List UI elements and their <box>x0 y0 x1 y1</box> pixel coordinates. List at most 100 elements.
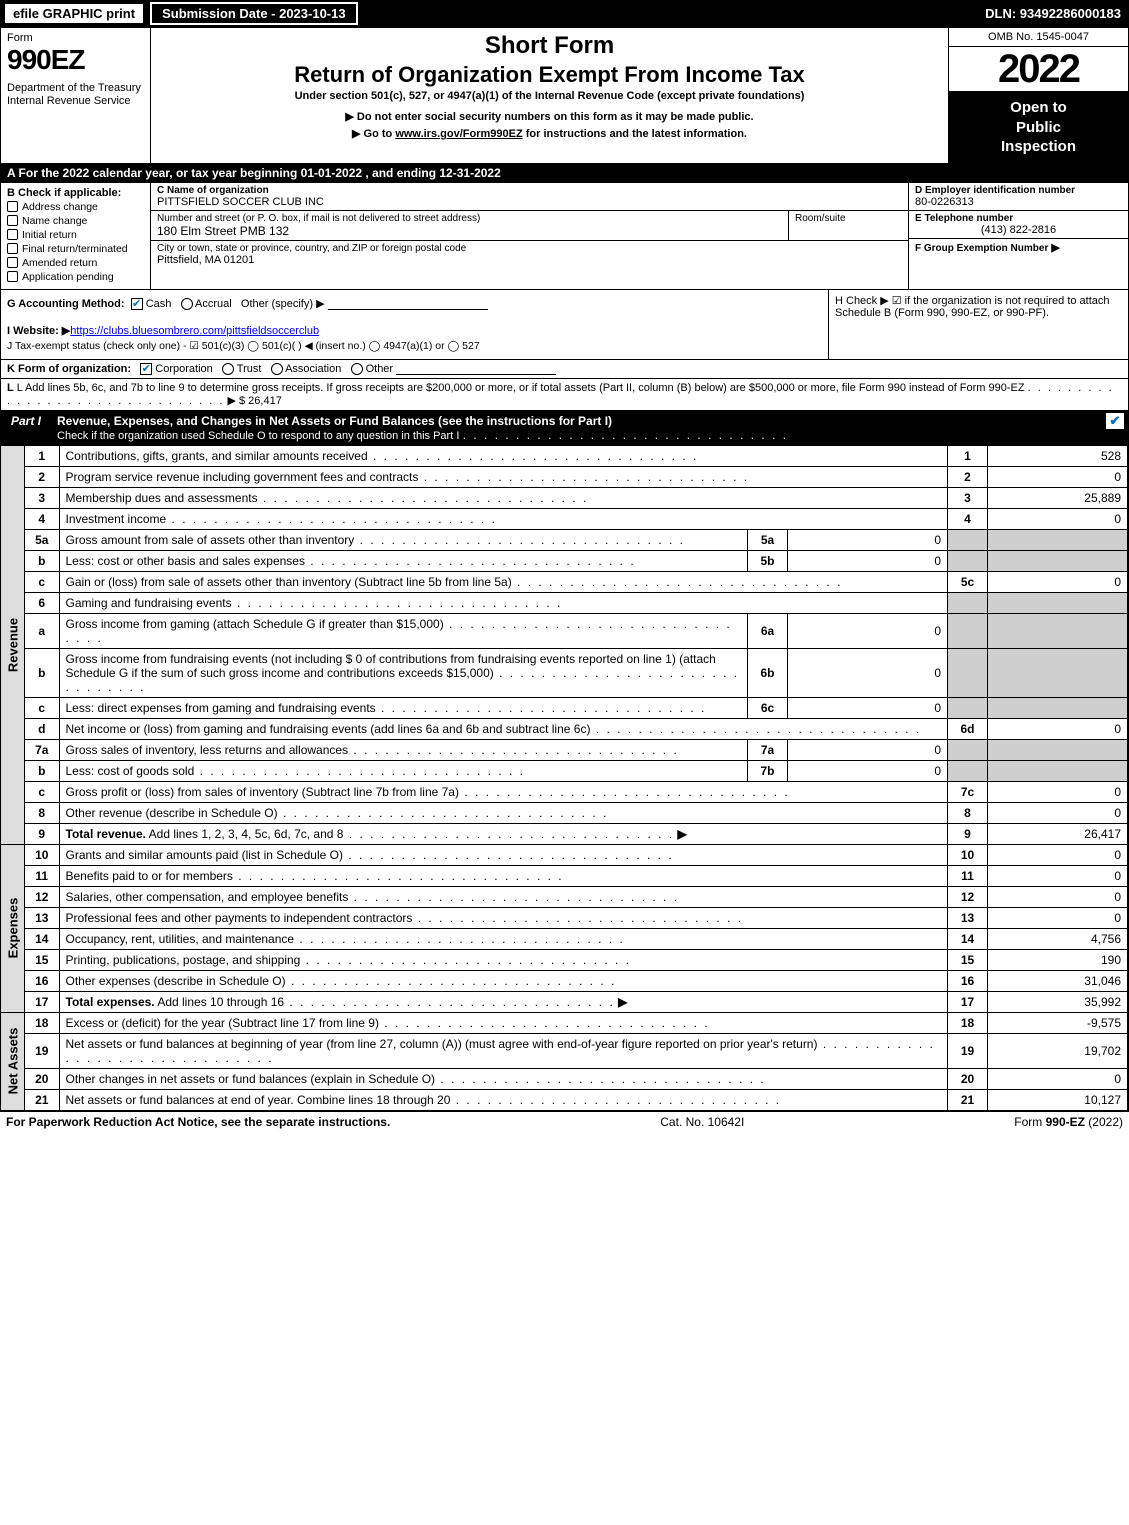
k-label: K Form of organization: <box>7 363 131 375</box>
k-other-input[interactable] <box>396 363 556 375</box>
output-line-number: 9 <box>948 823 988 844</box>
expenses-table: 10Grants and similar amounts paid (list … <box>25 845 1128 1012</box>
part-i-schedule-o-checkbox[interactable]: ✔ <box>1106 413 1124 429</box>
output-line-value: 25,889 <box>988 487 1128 508</box>
line-row: 10Grants and similar amounts paid (list … <box>25 845 1128 866</box>
line-number: 8 <box>25 802 59 823</box>
output-line-value: 0 <box>988 466 1128 487</box>
note-ssn: ▶ Do not enter social security numbers o… <box>159 110 940 123</box>
g-cash-label: Cash <box>146 298 172 310</box>
net-assets-table: 18Excess or (deficit) for the year (Subt… <box>25 1013 1128 1110</box>
g-other-input[interactable] <box>328 298 488 310</box>
b-item-label: Application pending <box>22 271 114 283</box>
line-row: 4Investment income40 <box>25 508 1128 529</box>
line-number: b <box>25 550 59 571</box>
line-row: 17Total expenses. Add lines 10 through 1… <box>25 991 1128 1012</box>
line-number: 17 <box>25 991 59 1012</box>
leader-dots <box>512 575 843 589</box>
revenue-block: Revenue 1Contributions, gifts, grants, a… <box>0 446 1129 845</box>
checkbox-icon[interactable] <box>7 271 18 282</box>
checkbox-icon[interactable] <box>7 215 18 226</box>
leader-dots <box>368 449 699 463</box>
line-number: d <box>25 718 59 739</box>
submission-date-label: Submission Date - 2023-10-13 <box>150 2 358 25</box>
k-association-checkbox[interactable] <box>271 363 283 375</box>
grey-cell <box>988 592 1128 613</box>
line-row: 16Other expenses (describe in Schedule O… <box>25 970 1128 991</box>
output-line-number: 20 <box>948 1068 988 1089</box>
street-value: 180 Elm Street PMB 132 <box>157 224 782 238</box>
leader-dots <box>348 890 679 904</box>
page-footer: For Paperwork Reduction Act Notice, see … <box>0 1111 1129 1132</box>
c-label: C Name of organization <box>157 185 902 196</box>
output-line-value: 26,417 <box>988 823 1128 844</box>
part-i-dots <box>463 428 788 442</box>
output-line-value: 0 <box>988 865 1128 886</box>
l-amount: $ 26,417 <box>239 395 282 407</box>
line-description: Less: cost of goods sold <box>59 760 748 781</box>
line-description: Gaming and fundraising events <box>59 592 948 613</box>
line-row: 11Benefits paid to or for members110 <box>25 865 1128 886</box>
part-i-label: Part I <box>1 411 51 431</box>
d-label: D Employer identification number <box>915 185 1122 196</box>
checkbox-icon[interactable] <box>7 201 18 212</box>
part-i-sub: Check if the organization used Schedule … <box>57 430 459 442</box>
output-line-value: 190 <box>988 949 1128 970</box>
line-number: b <box>25 760 59 781</box>
grey-cell <box>988 613 1128 648</box>
line-number: 11 <box>25 865 59 886</box>
city-value: Pittsfield, MA 01201 <box>157 254 902 266</box>
line-description: Gross income from gaming (attach Schedul… <box>59 613 748 648</box>
grey-cell <box>948 550 988 571</box>
sub-line-number: 7a <box>748 739 788 760</box>
footer-form-rev: Form 990-EZ (2022) <box>1014 1115 1123 1129</box>
leader-dots <box>232 596 563 610</box>
website-link[interactable]: https://clubs.bluesombrero.com/pittsfiel… <box>70 325 319 337</box>
k-trust-checkbox[interactable] <box>222 363 234 375</box>
grey-cell <box>948 760 988 781</box>
f-arrow-icon: ▶ <box>1051 242 1059 254</box>
irs-link[interactable]: www.irs.gov/Form990EZ <box>395 128 522 140</box>
line-i-website: I Website: ▶https://clubs.bluesombrero.c… <box>7 324 822 337</box>
line-description: Printing, publications, postage, and shi… <box>59 949 948 970</box>
efile-print-label[interactable]: efile GRAPHIC print <box>4 3 144 24</box>
leader-dots <box>305 554 636 568</box>
k-corporation-checkbox[interactable] <box>140 363 152 375</box>
checkbox-icon[interactable] <box>7 257 18 268</box>
checkbox-icon[interactable] <box>7 229 18 240</box>
checkbox-icon[interactable] <box>7 243 18 254</box>
footer-paperwork: For Paperwork Reduction Act Notice, see … <box>6 1115 390 1129</box>
grey-cell <box>948 739 988 760</box>
column-b-checkboxes: B Check if applicable: Address changeNam… <box>1 183 151 289</box>
b-check-item: Application pending <box>7 271 144 283</box>
arrow-icon: ▶ <box>615 995 628 1009</box>
leader-dots <box>450 1093 781 1107</box>
cell-f-group: F Group Exemption Number ▶ <box>909 239 1128 256</box>
b-check-item: Address change <box>7 201 144 213</box>
form-word: Form <box>7 32 144 44</box>
main-title: Return of Organization Exempt From Incom… <box>159 62 940 88</box>
output-line-number: 12 <box>948 886 988 907</box>
g-accrual-checkbox[interactable] <box>181 298 193 310</box>
cell-d-ein: D Employer identification number 80-0226… <box>909 183 1128 211</box>
revenue-rot-label: Revenue <box>5 618 20 672</box>
line-description: Gross profit or (loss) from sales of inv… <box>59 781 948 802</box>
line-description: Total revenue. Add lines 1, 2, 3, 4, 5c,… <box>59 823 948 844</box>
line-j-tax-status: J Tax-exempt status (check only one) - ☑… <box>7 340 822 352</box>
line-description: Less: direct expenses from gaming and fu… <box>59 697 748 718</box>
leader-dots <box>294 932 625 946</box>
i-label: I Website: ▶ <box>7 325 70 337</box>
line-number: c <box>25 781 59 802</box>
revenue-table: 1Contributions, gifts, grants, and simil… <box>25 446 1128 844</box>
header-center: Short Form Return of Organization Exempt… <box>151 28 948 163</box>
leader-dots <box>354 533 685 547</box>
line-number: 19 <box>25 1033 59 1068</box>
sub-line-value: 0 <box>788 529 948 550</box>
k-other-checkbox[interactable] <box>351 363 363 375</box>
section-b-c-d-e-f: B Check if applicable: Address changeNam… <box>0 183 1129 290</box>
line-row: 2Program service revenue including gover… <box>25 466 1128 487</box>
expenses-rot-label: Expenses <box>5 898 20 959</box>
omb-number: OMB No. 1545-0047 <box>949 28 1128 47</box>
g-cash-checkbox[interactable] <box>131 298 143 310</box>
output-line-number: 18 <box>948 1013 988 1034</box>
